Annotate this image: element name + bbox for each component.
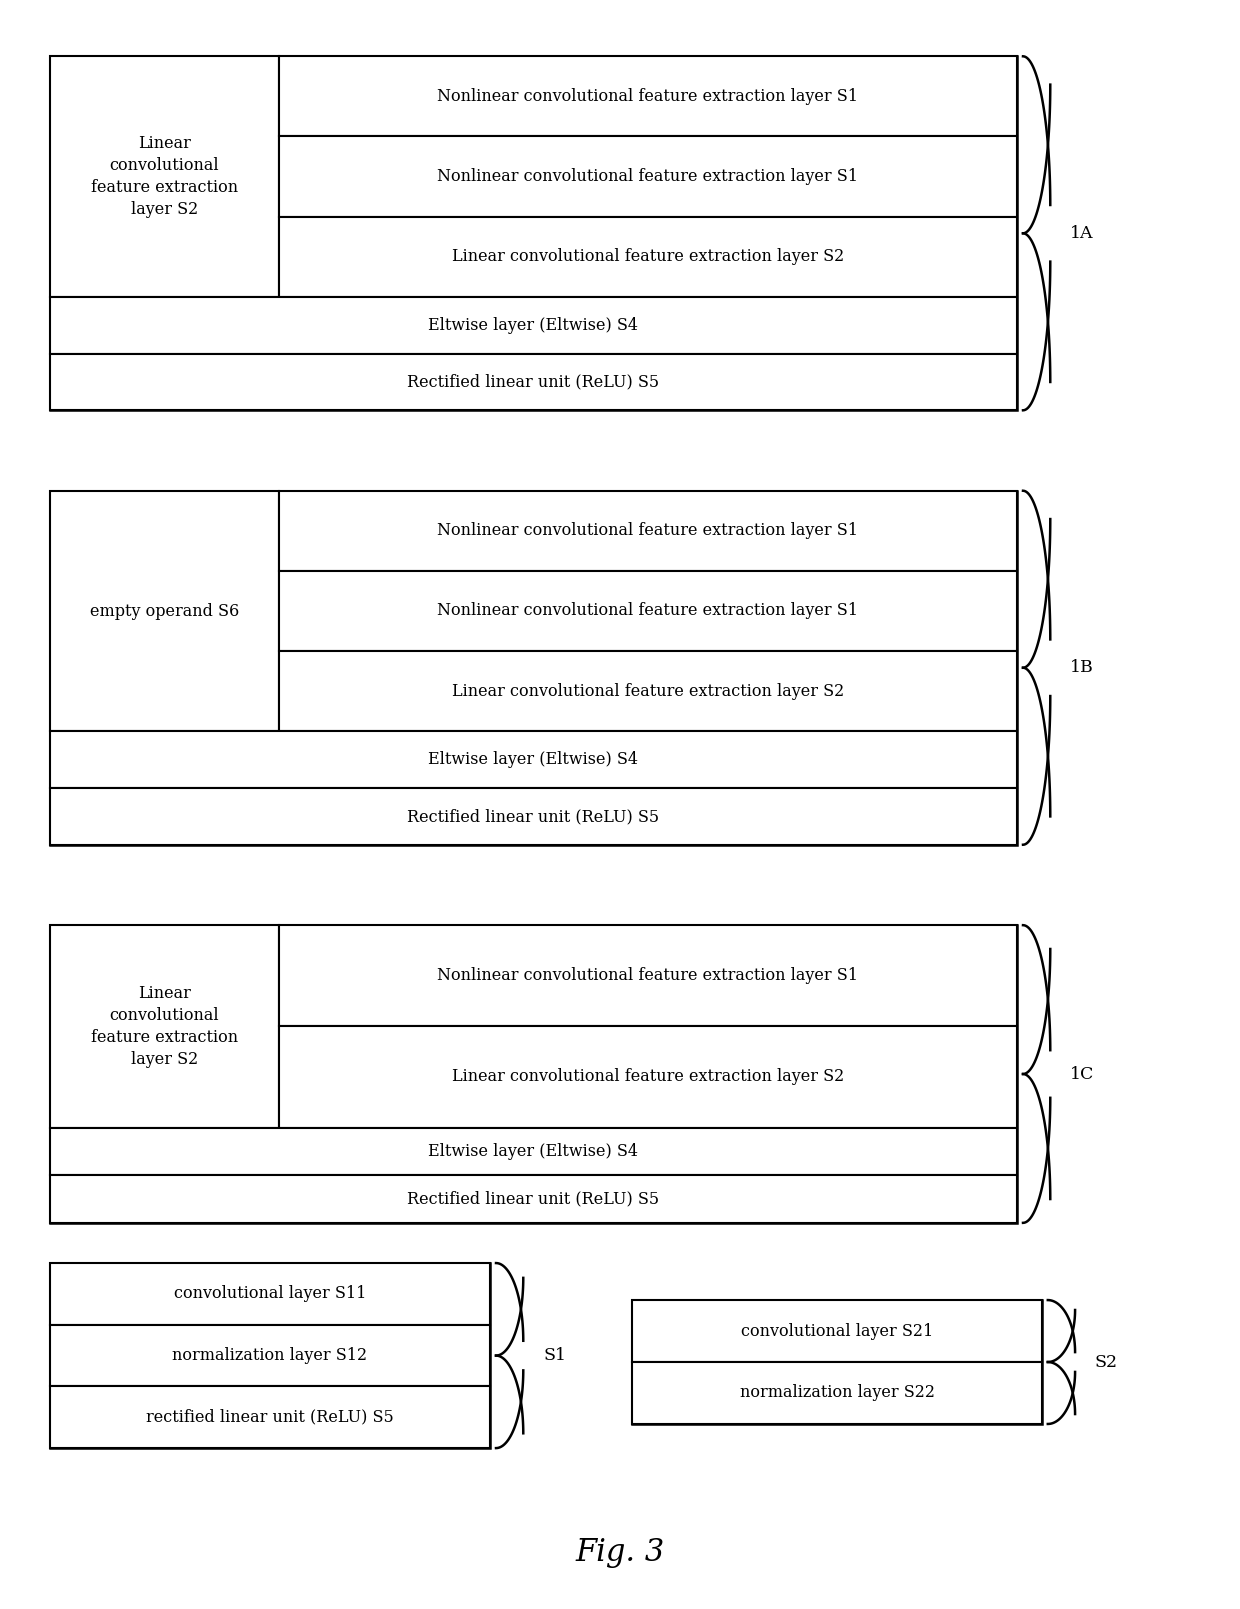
Text: Eltwise layer (Eltwise) S4: Eltwise layer (Eltwise) S4 — [428, 1142, 639, 1160]
Text: normalization layer S22: normalization layer S22 — [739, 1384, 935, 1401]
Text: normalization layer S12: normalization layer S12 — [172, 1347, 367, 1364]
Text: Linear convolutional feature extraction layer S2: Linear convolutional feature extraction … — [451, 248, 844, 265]
Bar — [279, 571, 1017, 652]
Bar — [632, 1300, 1042, 1424]
Bar — [50, 925, 279, 1128]
Text: convolutional layer S11: convolutional layer S11 — [174, 1286, 366, 1302]
Bar — [50, 491, 1017, 845]
Text: Nonlinear convolutional feature extraction layer S1: Nonlinear convolutional feature extracti… — [438, 167, 858, 185]
Bar — [50, 1324, 490, 1387]
Text: Linear convolutional feature extraction layer S2: Linear convolutional feature extraction … — [451, 1068, 844, 1086]
Text: Nonlinear convolutional feature extraction layer S1: Nonlinear convolutional feature extracti… — [438, 523, 858, 539]
Text: Nonlinear convolutional feature extraction layer S1: Nonlinear convolutional feature extracti… — [438, 602, 858, 619]
Text: Fig. 3: Fig. 3 — [575, 1537, 665, 1569]
Bar — [279, 925, 1017, 1027]
Text: rectified linear unit (ReLU) S5: rectified linear unit (ReLU) S5 — [146, 1409, 393, 1426]
Text: empty operand S6: empty operand S6 — [89, 603, 239, 619]
Text: 1B: 1B — [1070, 660, 1094, 676]
Bar — [50, 354, 1017, 410]
Bar — [279, 1027, 1017, 1128]
Bar — [279, 217, 1017, 298]
Text: Eltwise layer (Eltwise) S4: Eltwise layer (Eltwise) S4 — [428, 751, 639, 767]
Bar — [279, 56, 1017, 137]
Bar — [50, 491, 279, 732]
Bar — [50, 298, 1017, 354]
Bar — [50, 1263, 490, 1324]
Text: Rectified linear unit (ReLU) S5: Rectified linear unit (ReLU) S5 — [407, 373, 660, 391]
Bar — [50, 1263, 490, 1448]
Text: 1A: 1A — [1070, 225, 1094, 241]
Bar — [50, 1387, 490, 1448]
Text: Rectified linear unit (ReLU) S5: Rectified linear unit (ReLU) S5 — [407, 1191, 660, 1207]
Bar — [50, 1128, 1017, 1175]
Text: S1: S1 — [543, 1347, 567, 1364]
Bar — [279, 137, 1017, 217]
Bar — [632, 1361, 1042, 1424]
Text: convolutional layer S21: convolutional layer S21 — [740, 1323, 934, 1340]
Bar — [279, 652, 1017, 732]
Text: Eltwise layer (Eltwise) S4: Eltwise layer (Eltwise) S4 — [428, 317, 639, 333]
Bar — [632, 1300, 1042, 1361]
Bar — [50, 732, 1017, 788]
Bar — [50, 925, 1017, 1223]
Bar — [50, 56, 1017, 410]
Text: Nonlinear convolutional feature extraction layer S1: Nonlinear convolutional feature extracti… — [438, 967, 858, 985]
Text: 1C: 1C — [1070, 1065, 1095, 1083]
Text: Linear convolutional feature extraction layer S2: Linear convolutional feature extraction … — [451, 682, 844, 700]
Bar — [50, 788, 1017, 845]
Text: Nonlinear convolutional feature extraction layer S1: Nonlinear convolutional feature extracti… — [438, 88, 858, 105]
Text: S2: S2 — [1095, 1353, 1118, 1371]
Text: Linear
convolutional
feature extraction
layer S2: Linear convolutional feature extraction … — [91, 135, 238, 219]
Bar — [50, 56, 279, 298]
Bar — [279, 491, 1017, 571]
Text: Linear
convolutional
feature extraction
layer S2: Linear convolutional feature extraction … — [91, 985, 238, 1068]
Text: Rectified linear unit (ReLU) S5: Rectified linear unit (ReLU) S5 — [407, 808, 660, 825]
Bar — [50, 1175, 1017, 1223]
